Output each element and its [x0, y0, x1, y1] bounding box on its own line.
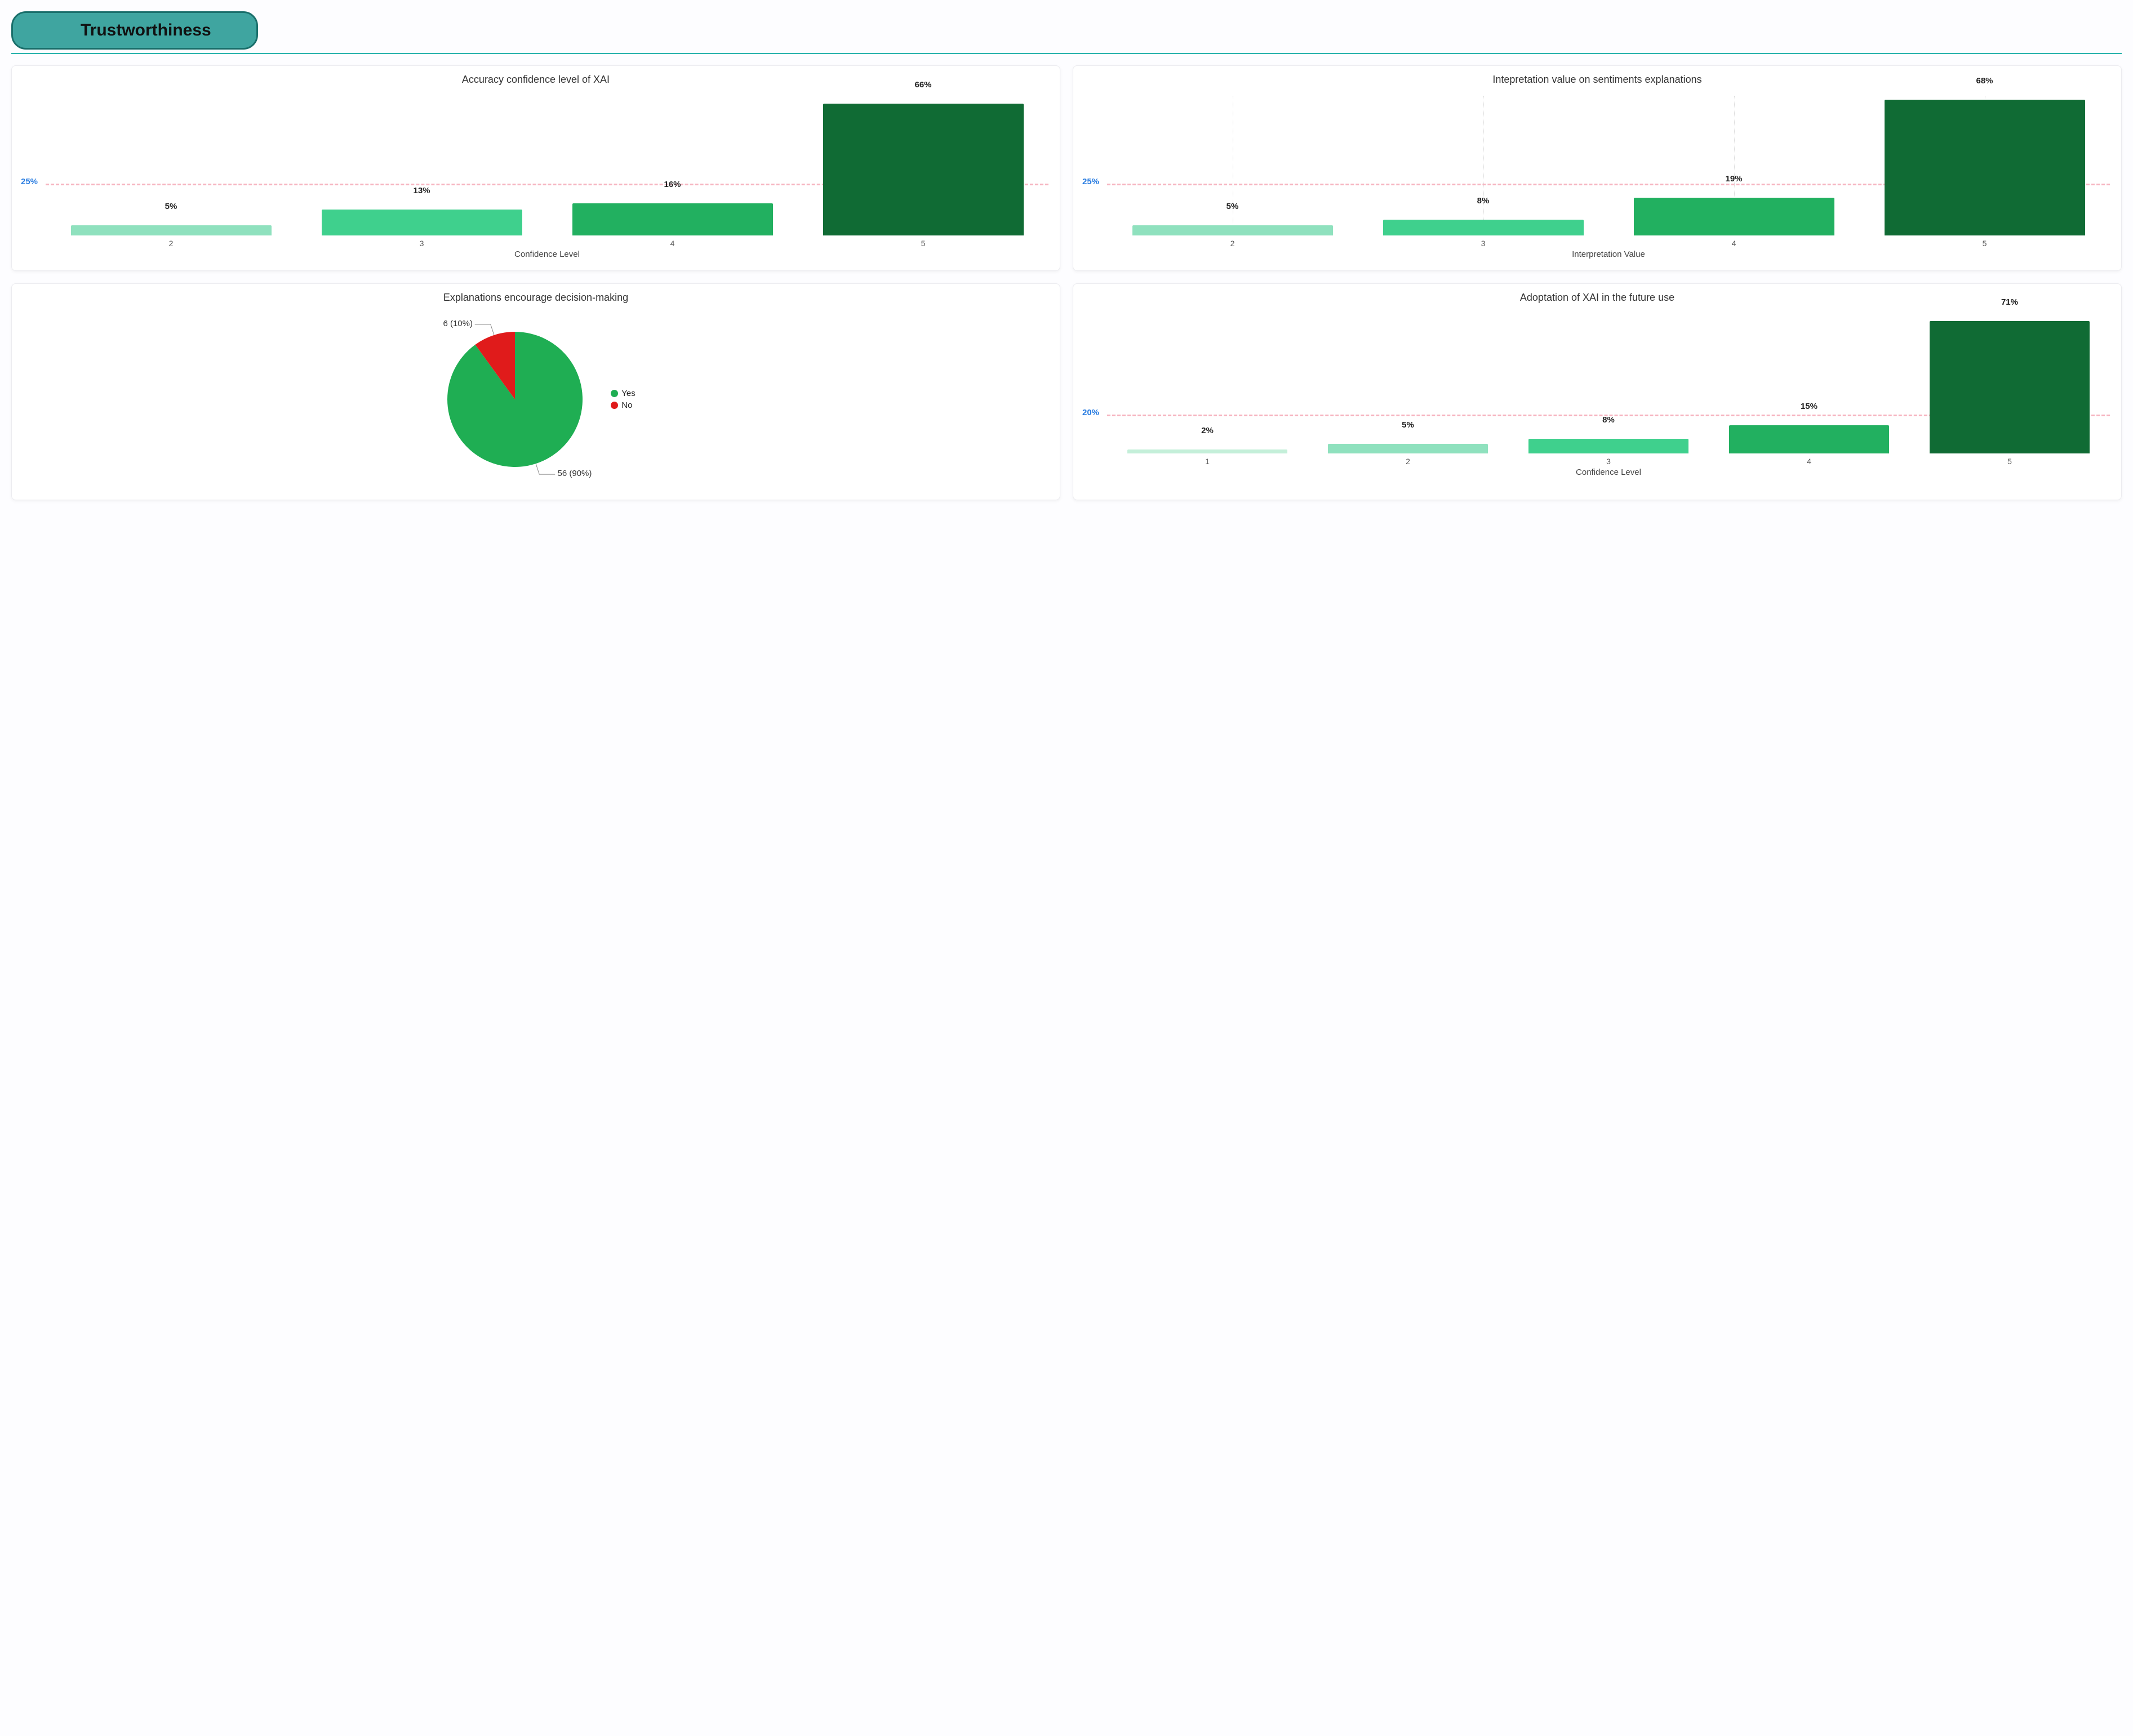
bar-value-label: 5% [1328, 420, 1488, 432]
x-tick-label: 3 [1508, 457, 1709, 466]
bar-chart-interpretation: 5%28%319%468%5 Interpretation Value 25% [1079, 91, 2116, 260]
legend-swatch [611, 402, 618, 409]
x-tick-label: 2 [1308, 457, 1508, 466]
x-axis-title: Confidence Level [46, 250, 1048, 259]
bar [1132, 225, 1333, 235]
x-tick-label: 3 [1358, 239, 1608, 248]
bar-value-label: 19% [1634, 174, 1834, 186]
x-tick-label: 4 [1709, 457, 1909, 466]
card-interpretation: Intepretation value on sentiments explan… [1073, 65, 2122, 271]
pie-slice-label: 56 (90%) [558, 469, 592, 478]
bar [572, 203, 773, 235]
pie-chart: Yes No 56 (90%) 6 (10%) [17, 309, 1054, 489]
pie-leader-line [536, 464, 555, 474]
plot-area: 2%15%28%315%471%5 [1107, 314, 2110, 453]
x-tick-label: 1 [1107, 457, 1308, 466]
plot-area: 5%213%316%466%5 [46, 96, 1048, 235]
bar [1729, 425, 1890, 453]
bar-value-label: 68% [1885, 76, 2085, 88]
legend-label: Yes [621, 389, 635, 398]
bar-value-label: 8% [1383, 196, 1584, 208]
bar [1328, 444, 1488, 453]
bar [1383, 220, 1584, 235]
chart-title: Explanations encourage decision-making [17, 292, 1054, 304]
section-header: Trustworthiness [11, 11, 258, 50]
bar [823, 104, 1024, 235]
reference-label: 25% [1082, 177, 1099, 186]
x-tick-label: 5 [1909, 457, 2110, 466]
x-tick-label: 2 [1107, 239, 1358, 248]
card-decision-pie: Explanations encourage decision-making Y… [11, 283, 1060, 500]
x-tick-label: 5 [1859, 239, 2110, 248]
bar-value-label: 5% [71, 202, 272, 213]
bar-chart-accuracy: 5%213%316%466%5 Confidence Level 25% [17, 91, 1054, 260]
bar-value-label: 13% [322, 186, 522, 198]
plot-area: 5%28%319%468%5 [1107, 96, 2110, 235]
bar-value-label: 2% [1127, 426, 1288, 438]
card-adoption: Adoptation of XAI in the future use 2%15… [1073, 283, 2122, 500]
bar [1634, 198, 1834, 235]
legend-item: No [611, 400, 635, 410]
bar-value-label: 71% [1930, 297, 2090, 309]
bar [1930, 321, 2090, 453]
card-grid: Accuracy confidence level of XAI 5%213%3… [11, 65, 2122, 500]
header-divider [11, 53, 2122, 54]
bar [1528, 439, 1689, 453]
x-tick-label: 5 [798, 239, 1048, 248]
gridline [1483, 96, 1484, 235]
legend-item: Yes [611, 389, 635, 398]
x-axis-title: Confidence Level [1107, 468, 2110, 477]
card-accuracy: Accuracy confidence level of XAI 5%213%3… [11, 65, 1060, 271]
x-tick-label: 2 [46, 239, 296, 248]
bar-value-label: 8% [1528, 415, 1689, 427]
pie-leader-line [475, 324, 494, 335]
x-axis-title: Interpretation Value [1107, 250, 2110, 259]
x-tick-label: 4 [547, 239, 798, 248]
bar-chart-adoption: 2%15%28%315%471%5 Confidence Level 20% [1079, 309, 2116, 478]
pie-svg [436, 321, 594, 478]
bar-value-label: 5% [1132, 202, 1333, 213]
bar [71, 225, 272, 235]
pie-slice-label: 6 (10%) [443, 319, 473, 328]
x-tick-label: 3 [296, 239, 547, 248]
bar-value-label: 16% [572, 180, 773, 192]
pie-legend: Yes No [611, 386, 635, 412]
legend-label: No [621, 400, 632, 410]
reference-label: 25% [21, 177, 38, 186]
bar [322, 210, 522, 235]
legend-swatch [611, 390, 618, 397]
bar-value-label: 15% [1729, 402, 1890, 413]
bar [1127, 449, 1288, 453]
reference-label: 20% [1082, 408, 1099, 417]
bar-value-label: 66% [823, 80, 1024, 92]
x-tick-label: 4 [1608, 239, 1859, 248]
bar [1885, 100, 2085, 235]
